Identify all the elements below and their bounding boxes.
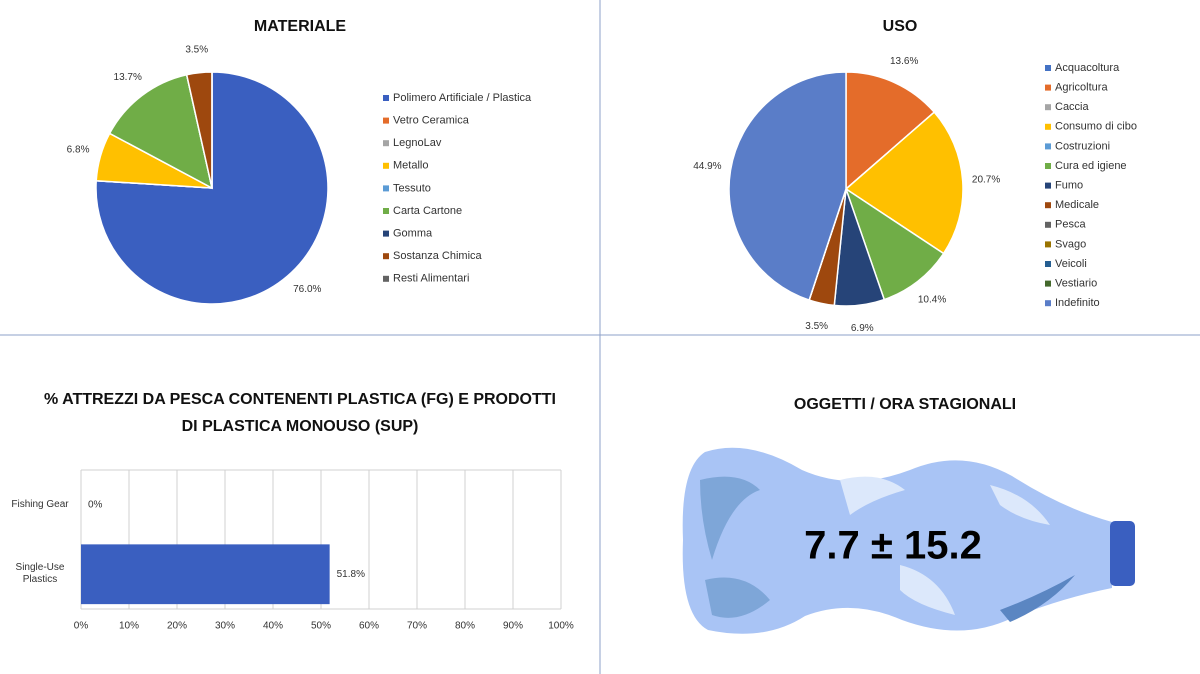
x-tick-label: 0% — [74, 621, 89, 632]
x-tick-label: 80% — [455, 621, 475, 632]
legend-label: LegnoLav — [393, 137, 442, 149]
pie-slice — [95, 71, 329, 305]
legend-label: Metallo — [393, 160, 428, 172]
legend-swatch — [1045, 182, 1051, 189]
legend-swatch — [383, 95, 389, 101]
data-label: 3.5% — [185, 44, 208, 55]
bar — [81, 544, 330, 605]
data-label: 76.0% — [293, 284, 321, 295]
data-label: 0% — [88, 499, 103, 510]
x-tick-label: 50% — [311, 621, 331, 632]
legend-label: Svago — [1055, 238, 1086, 250]
x-tick-label: 30% — [215, 621, 235, 632]
chart-title: USO — [883, 18, 918, 35]
legend-swatch — [1045, 261, 1051, 267]
bottle-shade — [700, 476, 760, 560]
pie-slice — [728, 71, 847, 301]
y-tick-label: Fishing Gear — [11, 498, 69, 510]
y-tick-label: Single-Use Plastics — [15, 562, 65, 586]
legend-swatch — [1045, 221, 1051, 228]
bottle-shine — [840, 476, 905, 515]
legend-label: Vetro Ceramica — [393, 115, 470, 127]
legend-swatch — [1045, 202, 1051, 209]
bottle-shine — [900, 565, 955, 615]
legend-swatch — [383, 117, 389, 124]
legend-label: Medicale — [1055, 199, 1099, 211]
legend-label: Veicoli — [1055, 258, 1087, 270]
legend-label: Acquacoltura — [1055, 62, 1120, 74]
legend-label: Caccia — [1055, 101, 1090, 113]
legend-label: Costruzioni — [1055, 140, 1110, 152]
data-label: 13.6% — [890, 56, 918, 67]
legend-label: Vestiario — [1055, 278, 1097, 290]
legend-label: Indefinito — [1055, 297, 1100, 309]
data-label: 13.7% — [114, 72, 142, 83]
pie-slice — [844, 187, 945, 301]
data-label: 6.9% — [851, 323, 874, 334]
bottle-shade — [705, 577, 770, 618]
legend-label: Resti Alimentari — [393, 273, 469, 285]
legend-label: Sostanza Chimica — [393, 250, 483, 262]
legend-label: Fumo — [1055, 180, 1083, 192]
data-label: 3.5% — [805, 321, 828, 332]
legend-label: Tessuto — [393, 182, 431, 194]
legend-label: Polimero Artificiale / Plastica — [393, 92, 532, 104]
legend-swatch — [383, 162, 389, 169]
legend-swatch — [1045, 300, 1051, 307]
legend-label: Agricoltura — [1055, 82, 1108, 94]
legend-swatch — [1045, 65, 1051, 71]
legend-swatch — [383, 230, 389, 237]
bottle-shine — [990, 485, 1050, 525]
pie-slice — [845, 71, 936, 191]
legend-label: Gomma — [393, 228, 433, 240]
x-tick-label: 90% — [503, 621, 523, 632]
legend-swatch — [1045, 163, 1051, 169]
data-label: 20.7% — [972, 174, 1000, 185]
data-label: 51.8% — [337, 569, 365, 580]
legend-label: Pesca — [1055, 219, 1086, 231]
data-label: 6.8% — [67, 145, 90, 156]
pie-slice — [844, 111, 964, 255]
counter-title: OGGETTI / ORA STAGIONALI — [794, 396, 1016, 413]
legend-swatch — [1045, 241, 1051, 248]
pie-slice — [108, 73, 214, 190]
x-tick-label: 100% — [548, 621, 574, 632]
legend-swatch — [1045, 84, 1051, 91]
legend-swatch — [1045, 280, 1051, 287]
legend-swatch — [1045, 123, 1051, 130]
data-label: 10.4% — [918, 295, 946, 306]
legend-swatch — [1045, 143, 1051, 150]
x-tick-label: 70% — [407, 621, 427, 632]
legend-swatch — [383, 253, 389, 260]
bottle-shade — [1000, 575, 1075, 622]
data-label: 44.9% — [693, 161, 721, 172]
legend-label: Cura ed igiene — [1055, 160, 1127, 172]
bottle — [682, 447, 1135, 634]
legend-label: Carta Cartone — [393, 205, 462, 217]
x-tick-label: 10% — [119, 621, 139, 632]
bottle-cap — [1110, 521, 1135, 586]
legend-swatch — [383, 208, 389, 214]
x-tick-label: 20% — [167, 621, 187, 632]
chart-title: MATERIALE — [254, 18, 346, 35]
chart-title: % ATTREZZI DA PESCA CONTENENTI PLASTICA … — [44, 391, 556, 435]
x-tick-label: 40% — [263, 621, 283, 632]
counter-value: 7.7 ± 15.2 — [804, 524, 982, 568]
legend-swatch — [383, 275, 389, 282]
legend-label: Consumo di cibo — [1055, 121, 1137, 133]
x-tick-label: 60% — [359, 621, 379, 632]
legend-swatch — [1045, 104, 1051, 111]
legend-swatch — [383, 185, 389, 192]
legend-swatch — [383, 140, 389, 147]
